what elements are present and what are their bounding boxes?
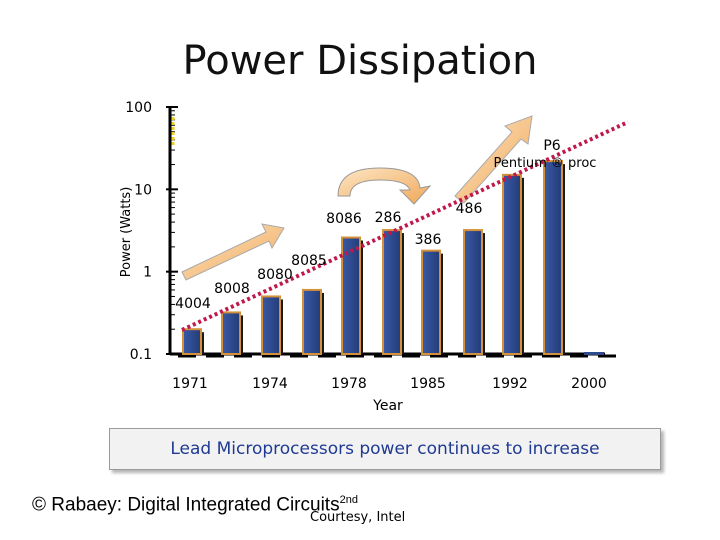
caption-box: Lead Microprocessors power continues to … [109,428,661,470]
annotation-p6: P6 [543,138,560,154]
x-tick-label-4: 1992 [492,376,528,392]
y-tick-label-0: 100 [125,100,152,116]
footer-edition: 2nd [339,494,358,506]
bar-9 [502,173,522,355]
bar-label-8: 486 [456,201,483,217]
bar-8 [463,229,483,355]
y-axis-label: Power (Watts) [119,187,134,278]
courtesy-text: Courtesy, Intel [310,510,406,525]
power-dissipation-chart: 100 10 1 0.1 Power (Watts) 1971 1974 1978 1985 19… [119,100,629,414]
y-tick-label-2: 1 [143,265,152,281]
bar-10 [543,160,563,355]
chart-title: Power Dissipation [182,38,538,84]
footer-credit: © Rabaey: Digital Integrated Circuits2nd [32,494,358,516]
arrow-3 [454,115,533,204]
bar-label-1: 4004 [175,296,211,312]
bar-1 [182,328,202,356]
x-tick-label-1: 1974 [252,376,288,392]
bar-6 [382,229,402,355]
bar-3 [261,295,281,356]
x-tick-label-3: 1985 [410,376,446,392]
bar-label-5: 8086 [326,211,362,227]
bar-label-6: 286 [375,210,402,226]
annotation-pentium: Pentium ® proc [494,156,597,171]
x-tick-label-0: 1971 [172,376,208,392]
bar-5 [341,236,361,356]
footer-text: © Rabaey: Digital Integrated Circuits [32,494,340,516]
y-tick-label-1: 10 [134,182,152,198]
x-tick-label-2: 1978 [331,376,367,392]
bars [182,160,604,356]
trend-line-path [181,120,629,332]
bar-7 [421,249,441,355]
y-tick-label-3: 0.1 [130,347,152,363]
bar-2 [221,311,241,356]
arrow-1 [181,223,285,281]
arrow-2 [337,167,432,205]
bar-4 [302,288,322,356]
caption-text: Lead Microprocessors power continues to … [170,439,600,459]
bar-label-3: 8080 [257,267,293,283]
bar-label-4: 8085 [291,253,327,269]
bar-label-7: 386 [415,232,442,248]
axes: 100 10 1 0.1 Power (Watts) 1971 1974 1978 1985 19… [119,100,616,414]
x-axis-label: Year [372,398,403,414]
bar-2000-stub [584,352,604,355]
trend-line [181,120,629,332]
x-tick-label-5: 2000 [571,376,607,392]
trend-arrows [181,115,533,281]
bar-label-2: 8008 [214,281,250,297]
